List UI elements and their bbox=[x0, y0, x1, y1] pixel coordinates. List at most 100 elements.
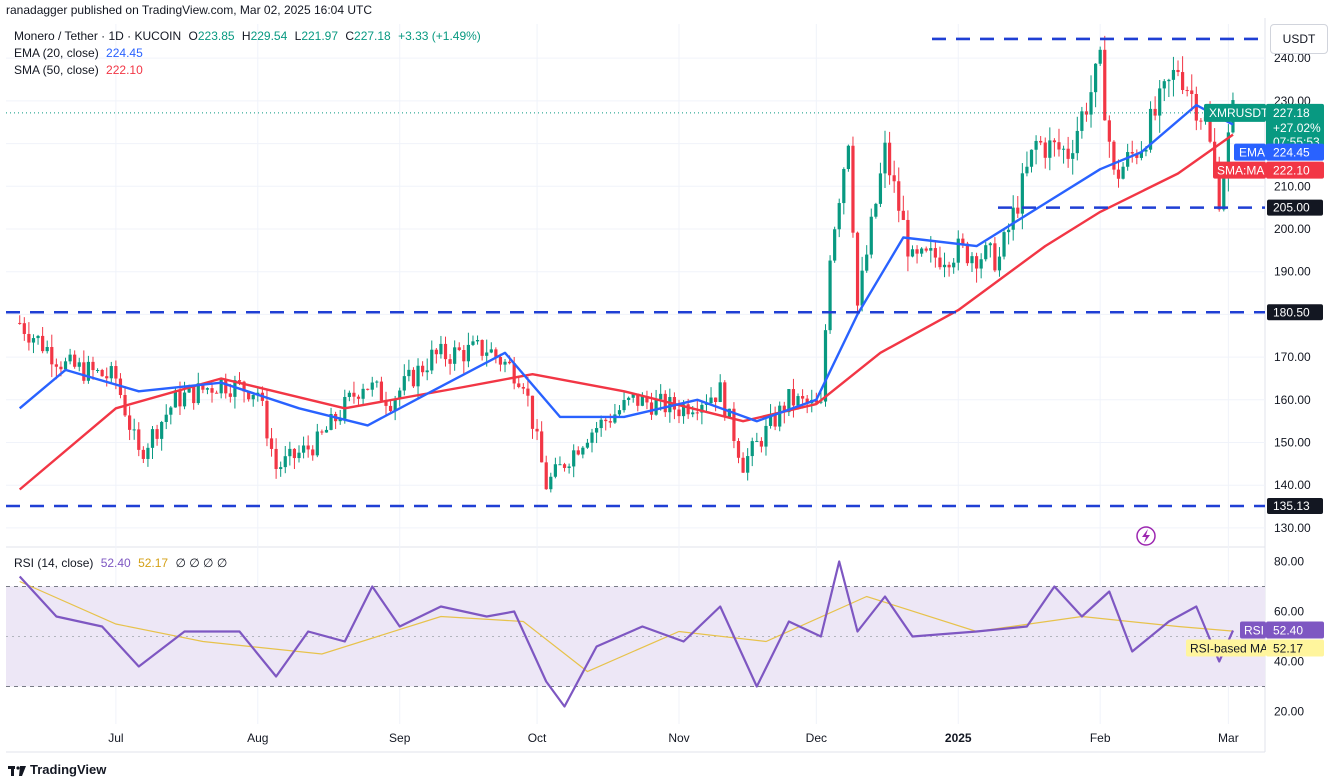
low-label: L bbox=[294, 29, 302, 43]
candle-down bbox=[1057, 142, 1061, 150]
candle-up bbox=[68, 354, 72, 362]
candle-down bbox=[137, 429, 141, 450]
candle-up bbox=[283, 456, 287, 468]
candle-up bbox=[1226, 132, 1230, 176]
publisher-line: ranadagger published on TradingView.com,… bbox=[6, 3, 373, 17]
candle-up bbox=[997, 256, 1002, 271]
candle-up bbox=[416, 365, 420, 387]
high-value: 229.54 bbox=[250, 29, 288, 43]
candle-up bbox=[979, 259, 983, 269]
candle-up bbox=[182, 392, 187, 407]
rsi-tag-bg bbox=[1240, 621, 1266, 639]
candle-up bbox=[823, 330, 828, 402]
sma-value: 222.10 bbox=[106, 63, 143, 77]
rsi-extra-values: ∅ ∅ ∅ ∅ bbox=[175, 556, 228, 570]
candle-down bbox=[686, 404, 690, 415]
candle-down bbox=[645, 396, 649, 403]
candle-up bbox=[439, 343, 443, 355]
candle-down bbox=[54, 364, 58, 367]
candle-up bbox=[590, 432, 594, 443]
candle-up bbox=[329, 413, 333, 430]
candle-down bbox=[695, 412, 699, 414]
rsi-pane bbox=[6, 560, 1265, 708]
change-pct-tag: +27.02% bbox=[1273, 121, 1321, 135]
tradingview-logo-icon bbox=[8, 765, 26, 776]
candle-down bbox=[961, 238, 965, 244]
price-tick-label: 200.00 bbox=[1274, 222, 1311, 236]
candle-down bbox=[228, 393, 232, 397]
lightning-icon[interactable] bbox=[1136, 526, 1156, 546]
time-tick-label: 2025 bbox=[945, 731, 972, 745]
rsi-value-tag-bg bbox=[1266, 621, 1324, 639]
candle-up bbox=[407, 369, 411, 377]
candle-up bbox=[150, 429, 155, 448]
candle-down bbox=[897, 181, 901, 211]
candle-down bbox=[388, 405, 393, 412]
candle-up bbox=[425, 370, 429, 373]
candle-up bbox=[700, 404, 704, 413]
candle-down bbox=[384, 400, 388, 406]
sma-legend[interactable]: SMA (50, close) 222.10 bbox=[14, 63, 147, 77]
candle-down bbox=[214, 392, 219, 394]
candle-down bbox=[155, 429, 159, 439]
candle-up bbox=[640, 396, 644, 406]
candle-up bbox=[1126, 152, 1130, 167]
candle-up bbox=[160, 421, 164, 439]
candle-down bbox=[544, 462, 548, 490]
candle-up bbox=[567, 466, 571, 468]
time-tick-label: Nov bbox=[668, 731, 689, 745]
candle-down bbox=[178, 390, 182, 407]
candle-up bbox=[338, 418, 342, 422]
candle-down bbox=[379, 381, 384, 401]
candle-down bbox=[677, 409, 681, 417]
price-tick-label: 240.00 bbox=[1274, 51, 1311, 65]
candle-down bbox=[714, 397, 718, 403]
ema-tag-bg bbox=[1234, 143, 1266, 161]
time-tick-label: Mar bbox=[1218, 731, 1239, 745]
candle-down bbox=[663, 393, 667, 413]
candle-up bbox=[553, 464, 557, 477]
candle-down bbox=[114, 366, 118, 379]
candle-up bbox=[430, 349, 434, 371]
open-value: 223.85 bbox=[197, 29, 235, 43]
candle-down bbox=[974, 256, 979, 269]
candle-up bbox=[375, 381, 379, 383]
candle-up bbox=[489, 349, 493, 353]
ema-value-tag-bg bbox=[1266, 143, 1324, 161]
candle-down bbox=[892, 175, 896, 182]
candle-down bbox=[901, 210, 905, 220]
tradingview-footer[interactable]: TradingView bbox=[8, 762, 106, 777]
sma-value-tag-bg bbox=[1266, 161, 1324, 179]
candle-up bbox=[750, 441, 754, 457]
price-tick-label: 170.00 bbox=[1274, 350, 1311, 364]
sma-tag: SMA:MA bbox=[1217, 164, 1264, 178]
rsi-tick-label: 20.00 bbox=[1274, 705, 1304, 719]
time-tick-label: Feb bbox=[1090, 731, 1111, 745]
rsi-line bbox=[18, 560, 1235, 708]
candle-down bbox=[512, 363, 516, 384]
candle-up bbox=[1089, 92, 1093, 115]
ema-legend[interactable]: EMA (20, close) 224.45 bbox=[14, 46, 147, 60]
candle-down bbox=[604, 419, 608, 422]
rsi-legend[interactable]: RSI (14, close) 52.40 52.17 ∅ ∅ ∅ ∅ bbox=[14, 556, 231, 570]
candle-down bbox=[759, 440, 764, 447]
candle-up bbox=[1071, 153, 1075, 159]
price-tick-label: 150.00 bbox=[1274, 436, 1311, 450]
rsi-ma-value: 52.17 bbox=[138, 556, 169, 570]
candle-down bbox=[242, 381, 246, 392]
rsi-label: RSI (14, close) bbox=[14, 556, 94, 570]
candle-down bbox=[100, 369, 104, 377]
candle-down bbox=[50, 347, 54, 365]
level-label-bg bbox=[1267, 498, 1323, 515]
candle-up bbox=[988, 243, 992, 246]
candle-down bbox=[791, 389, 796, 406]
candle-down bbox=[1208, 116, 1212, 142]
candle-down bbox=[91, 361, 95, 371]
candle-down bbox=[18, 322, 22, 324]
symbol-tag: XMRUSDT bbox=[1209, 106, 1269, 120]
currency-selector[interactable]: USDT bbox=[1270, 24, 1328, 54]
rsi-tick-label: 40.00 bbox=[1274, 655, 1304, 669]
ema-value: 224.45 bbox=[106, 46, 143, 60]
candle-up bbox=[883, 142, 887, 174]
